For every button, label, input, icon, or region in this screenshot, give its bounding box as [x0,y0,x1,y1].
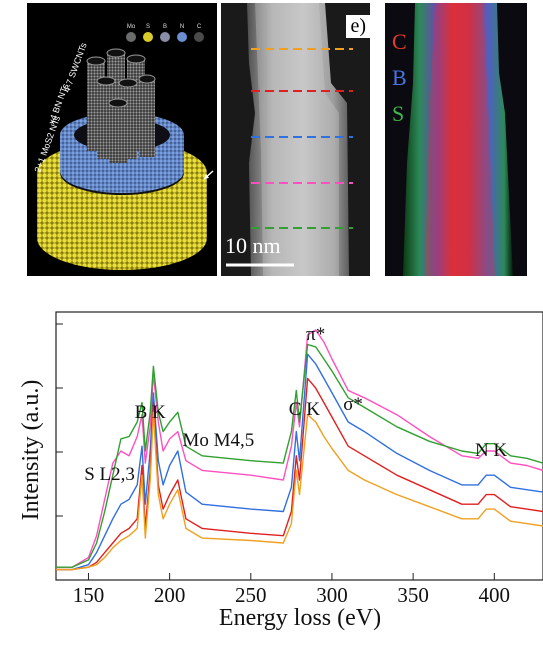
x-tick-label: 350 [397,583,429,607]
eels-elemental-map-panel: C B S [385,3,527,276]
edge-label-1: B K [135,402,166,423]
x-tick-label: 200 [154,583,186,607]
edge-label-5: σ* [343,394,363,415]
map-label-b: B [392,65,407,90]
edge-label-2: Mo M4,5 [182,430,254,451]
spectrum-line-4 [56,411,543,571]
scale-bar-label: 10 nm [225,233,281,258]
edge-label-3: C K [289,399,320,420]
x-tick-label: 250 [235,583,267,607]
plot-frame [55,311,543,581]
nanotube-model-illustration: Mo S B N C 2+1 MoS2 NTs x4 BN NTs 4-7 SW… [32,24,214,270]
stem-image-panel: e) 10 nm [221,3,370,276]
structure-model-panel: Mo S B N C 2+1 MoS2 NTs x4 BN NTs 4-7 SW… [27,3,217,276]
eels-spectra-chart: 150 200 250 300 350 400 S L2,3 B K Mo M4,5 C K π*… [18,311,543,631]
legend-label-mo: Mo [127,24,136,30]
legend-label-c: C [197,24,202,30]
x-axis-title: Energy loss (eV) [219,605,381,631]
elemental-map-image [385,3,527,276]
element-legend: Mo S B N C [126,24,204,42]
map-label-s: S [392,101,405,126]
x-tick-label: 150 [73,583,105,607]
legend-dot-b [160,32,170,42]
legend-dot-n [177,32,187,42]
spectrum-line-1 [56,343,543,568]
legend-label-s: S [146,24,150,30]
legend-label-b: B [163,24,167,30]
edge-label-6: N K [475,440,507,461]
spectrum-line-0 [56,329,543,568]
edge-annotations: S L2,3 B K Mo M4,5 C K π* σ* N K [84,324,507,485]
y-axis-ticks [56,323,63,517]
x-axis-ticks: 150 200 250 300 350 400 [73,573,510,607]
spectrum-line-3 [56,377,543,571]
x-tick-label: 300 [316,583,348,607]
legend-dot-s [143,32,153,42]
swcnt-bundle [86,48,156,163]
edge-label-0: S L2,3 [84,464,135,485]
spectrum-line-2 [56,353,543,571]
edge-label-4: π* [306,324,325,345]
legend-label-n: N [180,24,184,30]
x-tick-label: 400 [479,583,511,607]
y-axis-title: Intensity (a.u.) [18,380,44,521]
legend-dot-mo [126,32,136,42]
panel-letter-e: e) [346,15,370,38]
legend-dot-c [194,32,204,42]
label-swcnts: 4-7 SWCNTs [61,41,88,94]
spectra-series [56,329,543,571]
map-label-c: C [392,29,407,54]
stem-image [221,3,370,276]
